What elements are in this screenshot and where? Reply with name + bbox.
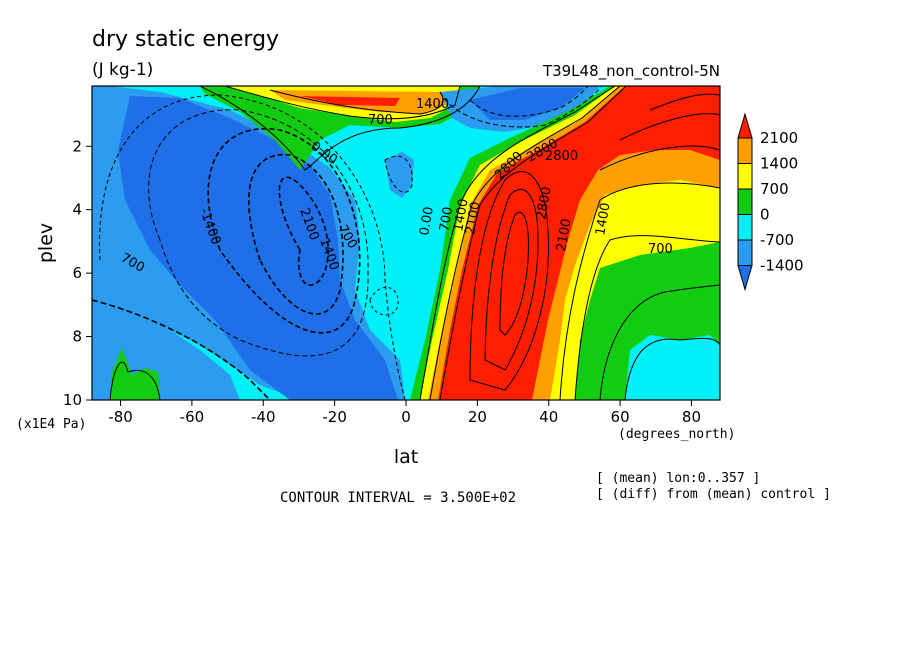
contour-label: 2100	[463, 200, 484, 235]
band-lt-n1400-left	[118, 96, 398, 400]
contour-label: 700	[437, 206, 456, 233]
contour-lines	[92, 86, 720, 400]
y-tick-label: 8	[72, 328, 82, 346]
x-tick-label: 60	[611, 408, 630, 426]
band-gt-2100-nh	[438, 86, 720, 400]
x-tick-label: 40	[539, 408, 558, 426]
contour-label: 1400	[593, 201, 614, 236]
x-tick-label: -20	[322, 408, 347, 426]
contour-plot-area: 1400 700 0.00 2100 1400 700 0.00 700 140…	[92, 86, 720, 400]
contour-interval-label: CONTOUR INTERVAL = 3.500E+02	[280, 490, 516, 506]
x-tick-label: 0	[401, 408, 411, 426]
contour-label: 1400	[451, 197, 472, 232]
experiment-label: T39L48_non_control-5N	[542, 62, 720, 81]
band-gt-2100-top	[300, 96, 400, 106]
y-axis: 2 4 6 8 10	[63, 137, 92, 409]
colorbar-label: 1400	[760, 155, 798, 173]
x-tick-label: 20	[468, 408, 487, 426]
x-tick-label: -80	[108, 408, 133, 426]
x-tick-label: -60	[180, 408, 205, 426]
colorbar-label: -1400	[760, 257, 804, 275]
contour-label: 700	[368, 113, 393, 128]
contour-label: 2100	[554, 217, 575, 252]
colorbar-segment	[737, 163, 753, 190]
contour-label: 0.00	[417, 206, 437, 237]
y-tick-label: 10	[63, 391, 82, 409]
y-axis-label: plev	[35, 223, 57, 263]
x-axis-label: lat	[394, 446, 418, 468]
y-axis-unit: (x1E4 Pa)	[16, 417, 86, 432]
diff-note: [ (diff) from (mean) control ]	[596, 487, 831, 502]
colorbar-segment	[737, 137, 753, 164]
colorbar-label: -700	[760, 231, 794, 249]
band-lt-n1400-upper-nh	[470, 88, 585, 120]
colorbar-label: 0	[760, 206, 770, 224]
x-tick-label: -40	[251, 408, 276, 426]
colorbar-label: 700	[760, 180, 789, 198]
chart-title: dry static energy	[92, 27, 279, 52]
colorbar-label: 2100	[760, 129, 798, 147]
colorbar-bottom-arrow	[737, 265, 753, 292]
colorbar-segment	[737, 214, 753, 241]
contour-label: 2800	[545, 149, 578, 164]
y-tick-label: 2	[72, 137, 82, 155]
band-equator-patch	[385, 152, 414, 198]
y-tick-label: 6	[72, 264, 82, 282]
colorbar-top-arrow	[737, 112, 753, 139]
band-n700-0-nh-lower	[625, 335, 720, 400]
y-tick-label: 4	[72, 201, 82, 219]
contour-label: 2800	[534, 185, 555, 220]
contour-label: 700	[648, 242, 673, 257]
colorbar-segment	[737, 239, 753, 266]
x-axis: -80 -60 -40 -20 0 20 40 60 80	[108, 400, 701, 426]
x-tick-label: 80	[682, 408, 701, 426]
chart-units: (J kg-1)	[92, 60, 153, 80]
colorbar: 2100 1400 700 0 -700 -1400	[737, 112, 804, 292]
colorbar-segment	[737, 188, 753, 215]
band-0-700-surface	[110, 348, 160, 400]
mean-note: [ (mean) lon:0..357 ]	[596, 471, 760, 486]
x-axis-unit: (degrees_north)	[618, 427, 735, 442]
contour-label: 1400	[416, 97, 449, 112]
